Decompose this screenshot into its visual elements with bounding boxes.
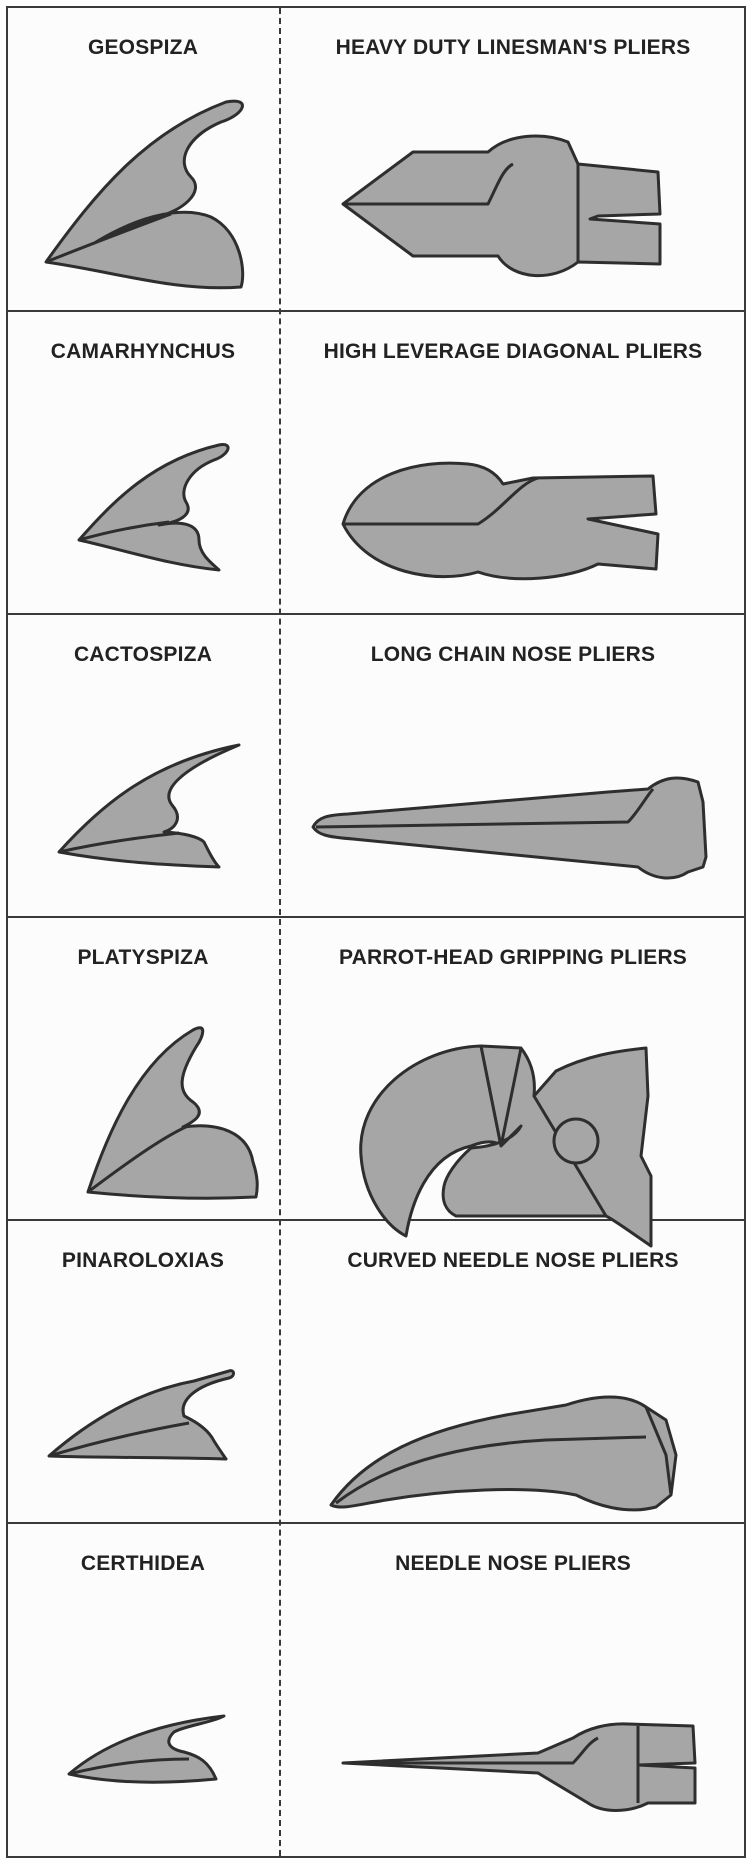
bird-genus-label: CAMARHYNCHUS (50, 340, 236, 363)
pliers-type-label: HIGH LEVERAGE DIAGONAL PLIERS (323, 340, 703, 363)
geospiza-beak-shape (44, 99, 245, 290)
comparison-row-platyspiza: PLATYSPIZA PARROT-HEAD GRIPPING PLIERS (8, 918, 744, 1248)
platyspiza-beak-shape (86, 1026, 259, 1200)
linesman-pliers-shape (341, 134, 662, 278)
pliers-type-label: CURVED NEEDLE NOSE PLIERS (347, 1249, 679, 1272)
chain-nose-pliers-shape (311, 776, 708, 880)
bird-genus-label: PINAROLOXIAS (61, 1249, 225, 1272)
bird-genus-label: CACTOSPIZA (73, 643, 213, 666)
pliers-type-label: NEEDLE NOSE PLIERS (395, 1552, 631, 1575)
pliers-type-label: HEAVY DUTY LINESMAN'S PLIERS (335, 36, 691, 59)
beak-pliers-comparison-figure: GEOSPIZA HEAVY DUTY LINESMAN'S PLIERS CA… (6, 6, 746, 1858)
pliers-type-label: LONG CHAIN NOSE PLIERS (370, 643, 656, 666)
bird-genus-label: PLATYSPIZA (77, 946, 209, 969)
bird-genus-label: GEOSPIZA (87, 36, 199, 59)
pinaroloxias-beak-shape (47, 1369, 235, 1461)
camarhynchus-beak-shape (77, 443, 230, 572)
certhidea-beak-shape (67, 1714, 226, 1784)
comparison-row-certhidea: CERTHIDEA NEEDLE NOSE PLIERS (8, 1524, 744, 1856)
curved-needle-nose-pliers-shape (329, 1395, 678, 1512)
comparison-row-cactospiza: CACTOSPIZA LONG CHAIN NOSE PLIERS (8, 615, 744, 918)
bird-genus-label: CERTHIDEA (80, 1552, 206, 1575)
column-divider-dashed-line (279, 8, 281, 1856)
pliers-type-label: PARROT-HEAD GRIPPING PLIERS (338, 946, 688, 969)
cactospiza-beak-shape (57, 743, 241, 869)
comparison-row-pinaroloxias: PINAROLOXIAS CURVED NEEDLE NOSE PLIERS (8, 1221, 744, 1524)
parrot-head-pliers-shape (359, 1044, 653, 1248)
comparison-row-camarhynchus: CAMARHYNCHUS HIGH LEVERAGE DIAGONAL PLIE… (8, 312, 744, 615)
diagonal-pliers-shape (341, 461, 660, 581)
needle-nose-pliers-shape (341, 1722, 697, 1812)
comparison-row-geospiza: GEOSPIZA HEAVY DUTY LINESMAN'S PLIERS (8, 8, 744, 312)
